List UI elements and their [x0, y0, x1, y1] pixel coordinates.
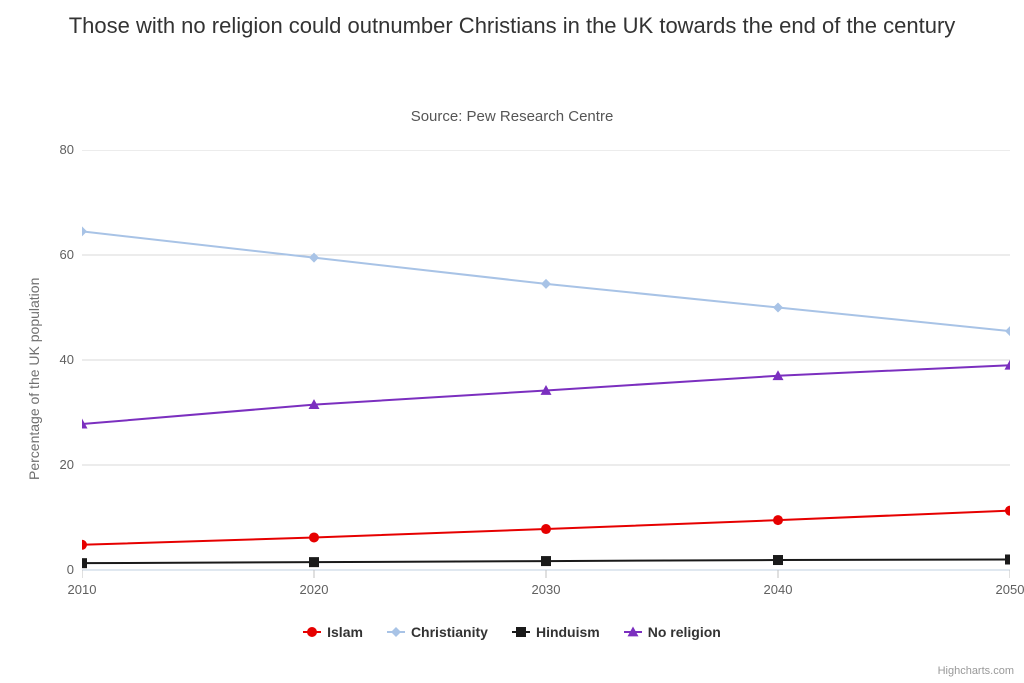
- y-tick-label: 20: [34, 457, 74, 472]
- series-marker[interactable]: [309, 532, 319, 542]
- legend-marker-icon: [389, 625, 403, 639]
- legend-marker-icon: [626, 625, 640, 639]
- legend-marker-icon: [514, 625, 528, 639]
- x-tick-label: 2020: [300, 582, 329, 597]
- series-marker[interactable]: [82, 558, 87, 568]
- chart-container: Those with no religion could outnumber C…: [0, 0, 1024, 683]
- y-tick-label: 0: [34, 562, 74, 577]
- series-marker[interactable]: [1005, 326, 1010, 336]
- chart-plot: [82, 150, 1010, 580]
- chart-subtitle: Source: Pew Research Centre: [0, 108, 1024, 125]
- y-tick-label: 40: [34, 352, 74, 367]
- series-marker[interactable]: [82, 540, 87, 550]
- x-tick-label: 2030: [532, 582, 561, 597]
- y-tick-label: 60: [34, 247, 74, 262]
- series-marker[interactable]: [541, 524, 551, 534]
- x-tick-label: 2040: [764, 582, 793, 597]
- y-tick-label: 80: [34, 142, 74, 157]
- chart-legend: Islam Christianity Hinduism No religion: [0, 620, 1024, 640]
- series-marker[interactable]: [1005, 506, 1010, 516]
- chart-title: Those with no religion could outnumber C…: [0, 12, 1024, 41]
- legend-swatch-line: [624, 631, 642, 633]
- legend-item[interactable]: Hinduism: [512, 624, 600, 640]
- series-marker[interactable]: [773, 303, 783, 313]
- series-marker[interactable]: [541, 556, 551, 566]
- legend-item[interactable]: Christianity: [387, 624, 488, 640]
- legend-marker-icon: [305, 625, 319, 639]
- legend-label: Christianity: [411, 624, 488, 640]
- series-marker[interactable]: [309, 253, 319, 263]
- legend-item[interactable]: Islam: [303, 624, 363, 640]
- x-tick-label: 2050: [996, 582, 1024, 597]
- series-marker[interactable]: [773, 555, 783, 565]
- legend-swatch-line: [387, 631, 405, 633]
- series-marker[interactable]: [1005, 555, 1010, 565]
- legend-label: No religion: [648, 624, 721, 640]
- legend-label: Islam: [327, 624, 363, 640]
- legend-swatch-line: [303, 631, 321, 633]
- chart-credits[interactable]: Highcharts.com: [938, 665, 1014, 677]
- series-marker[interactable]: [541, 279, 551, 289]
- series-marker[interactable]: [773, 515, 783, 525]
- legend-item[interactable]: No religion: [624, 624, 721, 640]
- series-marker[interactable]: [309, 557, 319, 567]
- series-marker[interactable]: [82, 226, 87, 236]
- legend-label: Hinduism: [536, 624, 600, 640]
- y-axis-title: Percentage of the UK population: [26, 278, 42, 480]
- legend-swatch-line: [512, 631, 530, 633]
- x-tick-label: 2010: [68, 582, 97, 597]
